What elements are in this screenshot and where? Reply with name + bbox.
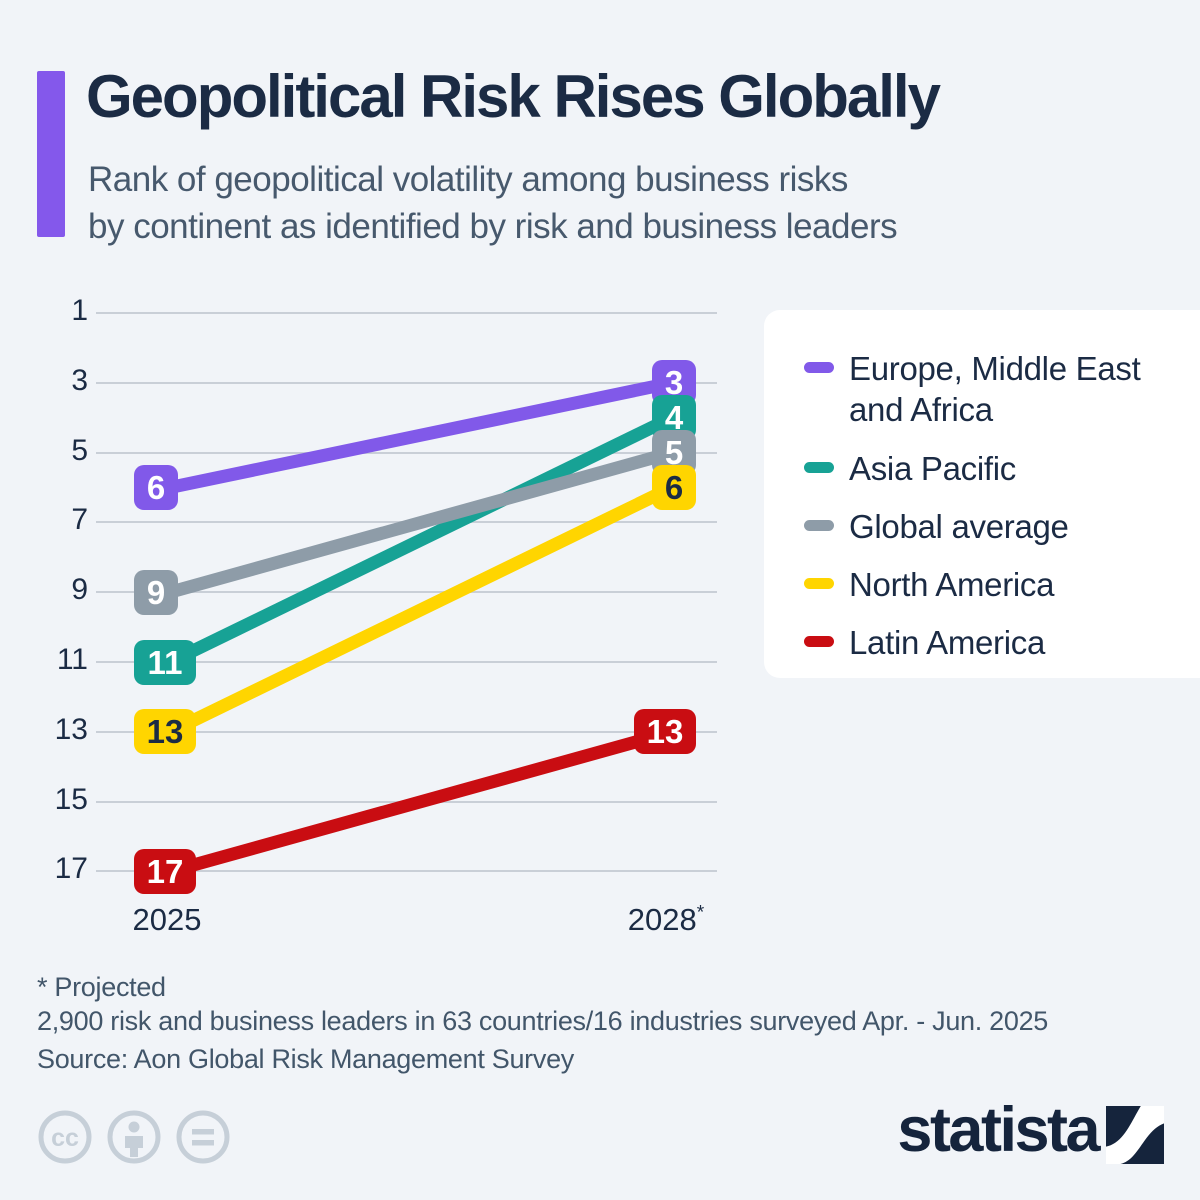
gridline-rank-9 <box>96 591 717 594</box>
series-line <box>167 411 675 668</box>
series-line <box>168 725 674 878</box>
legend-card: Europe, Middle East and Africa Asia Pacif… <box>764 310 1200 678</box>
gridline-rank-5 <box>96 451 717 454</box>
legend-swatch <box>804 519 834 531</box>
data-label: 11 <box>134 639 196 685</box>
license-icon-row: cc <box>38 1110 230 1164</box>
subtitle-line-2: by continent as identified by risk and b… <box>88 207 898 246</box>
gridline-rank-3 <box>96 381 717 384</box>
legend-item: Asia Pacific <box>804 448 1180 489</box>
equals-no-derivatives-icon <box>176 1110 230 1164</box>
legend-label: Asia Pacific <box>849 449 1016 487</box>
legend-item: Latin America <box>804 622 1180 663</box>
page-title: Geopolitical Risk Rises Globally <box>86 63 941 130</box>
y-tick-label: 5 <box>71 433 88 467</box>
attribution-person-icon <box>107 1110 161 1164</box>
legend-label: North America <box>849 566 1055 603</box>
source-line: Source: Aon Global Risk Management Surve… <box>37 1044 574 1074</box>
legend-item: Europe, Middle East and Africa <box>804 348 1180 431</box>
legend-rows: Europe, Middle East and Africa Asia Pacif… <box>804 348 1180 664</box>
legend-swatch <box>804 578 834 589</box>
x-tick-label: 2028* <box>627 902 705 937</box>
y-tick-label: 7 <box>71 503 88 537</box>
gridline-rank-13 <box>96 730 717 733</box>
legend-label: Europe, Middle East and Africa <box>849 350 1141 429</box>
data-label: 17 <box>134 848 196 894</box>
footnote-survey: 2,900 risk and business leaders in 63 co… <box>37 1006 1049 1036</box>
y-tick-label: 3 <box>71 363 88 397</box>
y-tick-label: 11 <box>56 643 88 677</box>
data-label: 9 <box>134 569 178 615</box>
series-lines <box>167 376 675 878</box>
series-line <box>167 481 675 738</box>
series-line <box>168 446 674 599</box>
svg-text:cc: cc <box>51 1124 79 1152</box>
y-tick-label: 9 <box>71 573 88 607</box>
legend-item: North America <box>804 564 1180 605</box>
series-line <box>168 376 674 494</box>
y-tick-label: 13 <box>54 712 88 746</box>
statista-logo-mark <box>1106 1106 1164 1164</box>
x-tick-label: 2025 <box>132 902 202 937</box>
y-tick-label: 1 <box>71 294 88 327</box>
data-label: 13 <box>634 709 696 755</box>
legend-swatch <box>804 362 834 373</box>
legend-swatch <box>804 461 834 473</box>
subtitle-line-1: Rank of geopolitical volatility among bu… <box>88 160 848 199</box>
data-label: 6 <box>652 465 696 511</box>
legend-item: Global average <box>804 506 1180 547</box>
data-label: 13 <box>134 709 196 755</box>
y-tick-label: 15 <box>54 782 88 816</box>
gridline-rank-11 <box>96 661 717 664</box>
y-tick-label: 17 <box>54 852 88 886</box>
legend-label: Latin America <box>849 624 1046 662</box>
gridline-rank-1 <box>96 312 717 314</box>
legend-label: Global average <box>849 507 1069 545</box>
cc-icon: cc <box>38 1110 92 1164</box>
data-label: 6 <box>134 465 178 511</box>
title-accent-bar <box>37 71 65 237</box>
gridline-rank-17 <box>96 870 717 873</box>
footnote-projected: * Projected <box>37 972 166 1002</box>
legend-swatch <box>804 636 834 648</box>
statista-logo-text: statista <box>897 1095 1100 1165</box>
